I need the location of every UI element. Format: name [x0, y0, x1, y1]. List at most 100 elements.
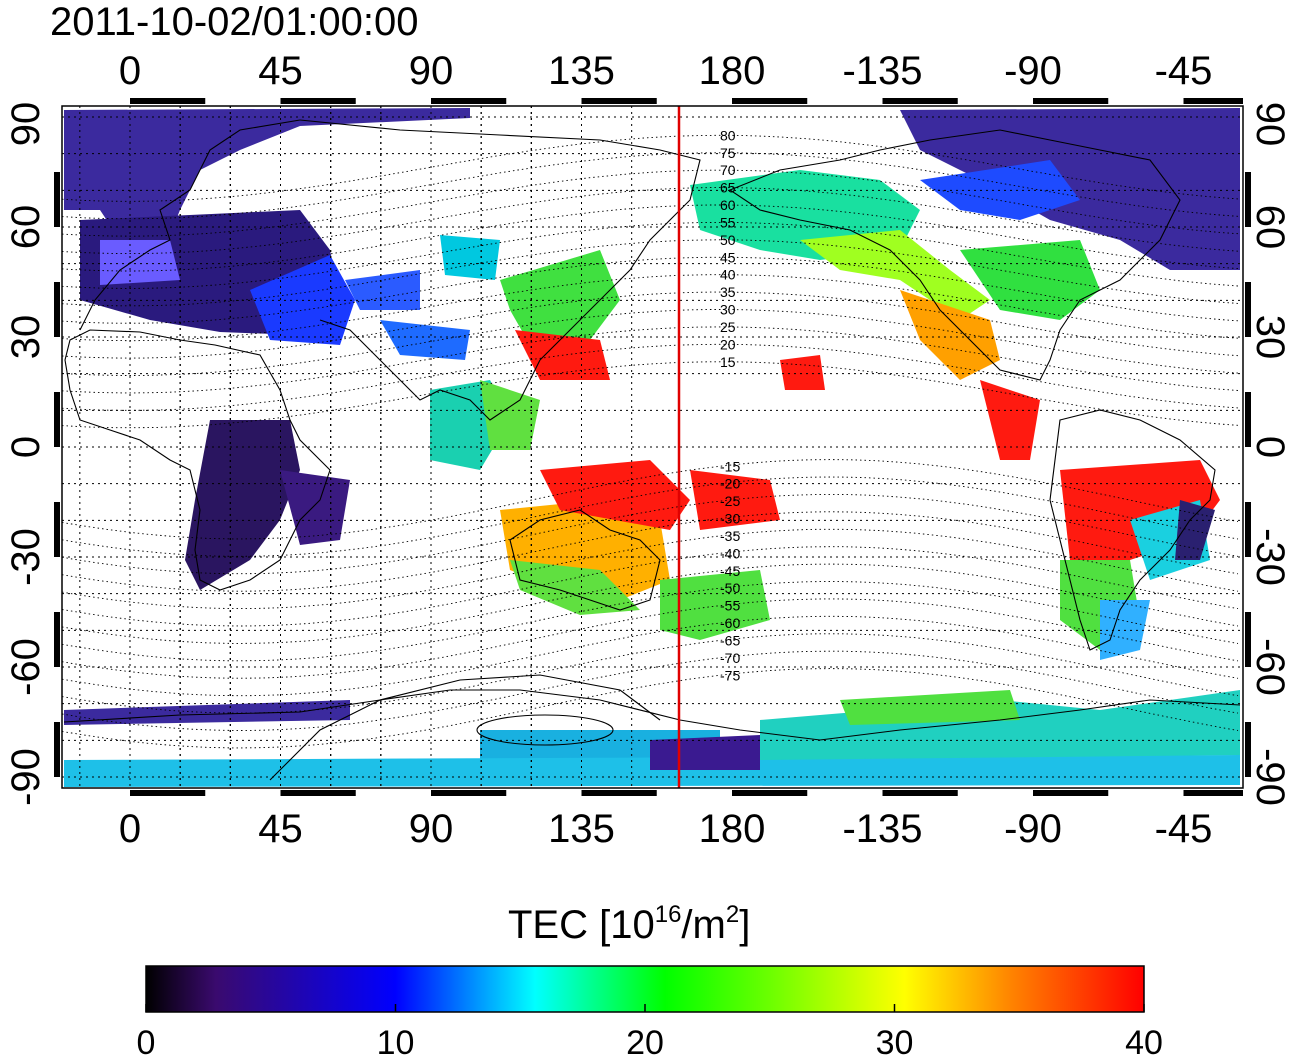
latitude-label: -30 — [1248, 528, 1292, 586]
frame-tick-left — [54, 502, 60, 557]
frame-tick-bottom — [581, 790, 657, 796]
map-frame — [61, 105, 1244, 789]
frame-tick-left — [54, 722, 60, 777]
colorbar-tick-label: 20 — [626, 1024, 664, 1057]
magnetic-latitude-contour — [62, 361, 1239, 429]
latitude-label: 90 — [1248, 102, 1292, 147]
magnetic-latitude-label: -40 — [720, 545, 740, 561]
map-title: 2011-10-02/01:00:00 — [50, 0, 419, 44]
tec-region — [660, 570, 770, 640]
magnetic-latitude-contour — [62, 459, 1239, 540]
longitude-label: 180 — [699, 807, 766, 851]
magnetic-latitude-contour — [62, 511, 1239, 592]
latitude-label: -30 — [4, 528, 48, 586]
longitude-label: 90 — [409, 807, 454, 851]
magnetic-latitude-label: 55 — [720, 214, 736, 230]
colorbar-label: TEC [1016/m2] — [508, 900, 750, 950]
tec-region — [480, 380, 540, 450]
magnetic-latitude-label: 35 — [720, 284, 736, 300]
magnetic-latitude-label: 40 — [720, 267, 736, 283]
tec-data-layer — [64, 108, 1240, 787]
frame-tick-right — [1245, 502, 1251, 557]
frame-tick-top — [1183, 98, 1243, 104]
latitude-label: 60 — [4, 205, 48, 250]
frame-tick-bottom — [431, 790, 507, 796]
magnetic-dip-contour — [269, 674, 661, 781]
tec-region — [650, 735, 760, 770]
magnetic-latitude-label: 50 — [720, 232, 736, 248]
longitude-label: 0 — [119, 49, 141, 93]
colorbar-tick-label: 30 — [876, 1024, 914, 1057]
frame-tick-bottom — [130, 790, 206, 796]
coast-europe — [79, 119, 301, 331]
latitude-label: 0 — [4, 436, 48, 458]
bottom-longitude-labels: 0 45 90 135 180 -135 -90 -45 — [119, 807, 1213, 851]
longitude-label: 0 — [119, 807, 141, 851]
tec-region — [64, 108, 470, 240]
frame-tick-top — [732, 98, 808, 104]
magnetic-latitude-contour — [62, 476, 1239, 557]
tec-region — [280, 470, 350, 545]
magnetic-latitude-label: -35 — [720, 528, 740, 544]
magnetic-latitude-label: 60 — [720, 197, 736, 213]
magnetic-latitude-label: 70 — [720, 162, 736, 178]
frame-tick-right — [1245, 722, 1251, 777]
latitude-label: -60 — [1248, 638, 1292, 696]
frame-tick-left — [54, 172, 60, 227]
magnetic-latitude-label: -60 — [720, 615, 740, 631]
latitude-label: -90 — [1248, 748, 1292, 806]
magnetic-latitude-contour — [62, 668, 1239, 749]
latitude-label: 60 — [1248, 205, 1292, 250]
map-grid — [62, 106, 1243, 788]
frame-tick-right — [1245, 392, 1251, 447]
magnetic-latitude-label: 30 — [720, 302, 736, 318]
magnetic-latitude-contour — [62, 528, 1239, 610]
tec-region — [840, 690, 1020, 725]
left-latitude-labels: 90 60 30 0 -30 -60 -90 — [4, 102, 48, 806]
tec-region — [900, 290, 1000, 380]
colorbar-label-suffix: ] — [739, 903, 751, 947]
coast-south-america — [1049, 409, 1216, 651]
frame-tick-bottom — [1183, 790, 1243, 796]
latitude-label: 30 — [4, 315, 48, 360]
magnetic-latitude-label: -15 — [720, 458, 740, 474]
tec-region — [980, 380, 1040, 460]
longitude-label: -45 — [1155, 807, 1213, 851]
tec-region — [345, 270, 420, 310]
magnetic-latitude-label: -70 — [720, 650, 740, 666]
colorbar-tick-label: 10 — [377, 1024, 415, 1057]
latitude-label: 30 — [1248, 315, 1292, 360]
longitude-label: -45 — [1155, 49, 1213, 93]
magnetic-latitude-label: -45 — [720, 563, 740, 579]
magnetic-latitude-contour — [62, 343, 1239, 411]
longitude-label: 135 — [548, 49, 615, 93]
colorbar-label-prefix: TEC [10 — [508, 903, 655, 947]
magnetic-latitude-label: 80 — [720, 127, 736, 143]
tec-region — [64, 755, 1240, 787]
tec-region — [185, 420, 300, 590]
magnetic-latitude-contour — [62, 598, 1239, 679]
latitude-label: 90 — [4, 102, 48, 147]
frame-tick-right — [1245, 282, 1251, 337]
tec-region — [540, 460, 690, 530]
tec-region — [760, 690, 1240, 760]
latitude-label: -60 — [4, 638, 48, 696]
magnetic-latitude-label: -20 — [720, 476, 740, 492]
frame-tick-bottom — [732, 790, 808, 796]
magnetic-latitude-label: 75 — [720, 145, 736, 161]
magnetic-latitude-contour — [62, 563, 1239, 644]
magnetic-latitude-contour — [62, 615, 1239, 697]
latitude-label: 0 — [1248, 436, 1292, 458]
tec-region — [500, 250, 620, 345]
longitude-label: 90 — [409, 49, 454, 93]
longitude-label: 180 — [699, 49, 766, 93]
coast-antarctic-contour — [476, 714, 614, 746]
magnetic-latitude-label: 20 — [720, 336, 736, 352]
colorbar-label-unit: /m — [681, 903, 726, 947]
frame-tick-left — [54, 282, 60, 337]
frame-tick-bottom — [1033, 790, 1109, 796]
colorbar-tick-label: 40 — [1125, 1024, 1163, 1057]
frame-tick-right — [1245, 612, 1251, 667]
